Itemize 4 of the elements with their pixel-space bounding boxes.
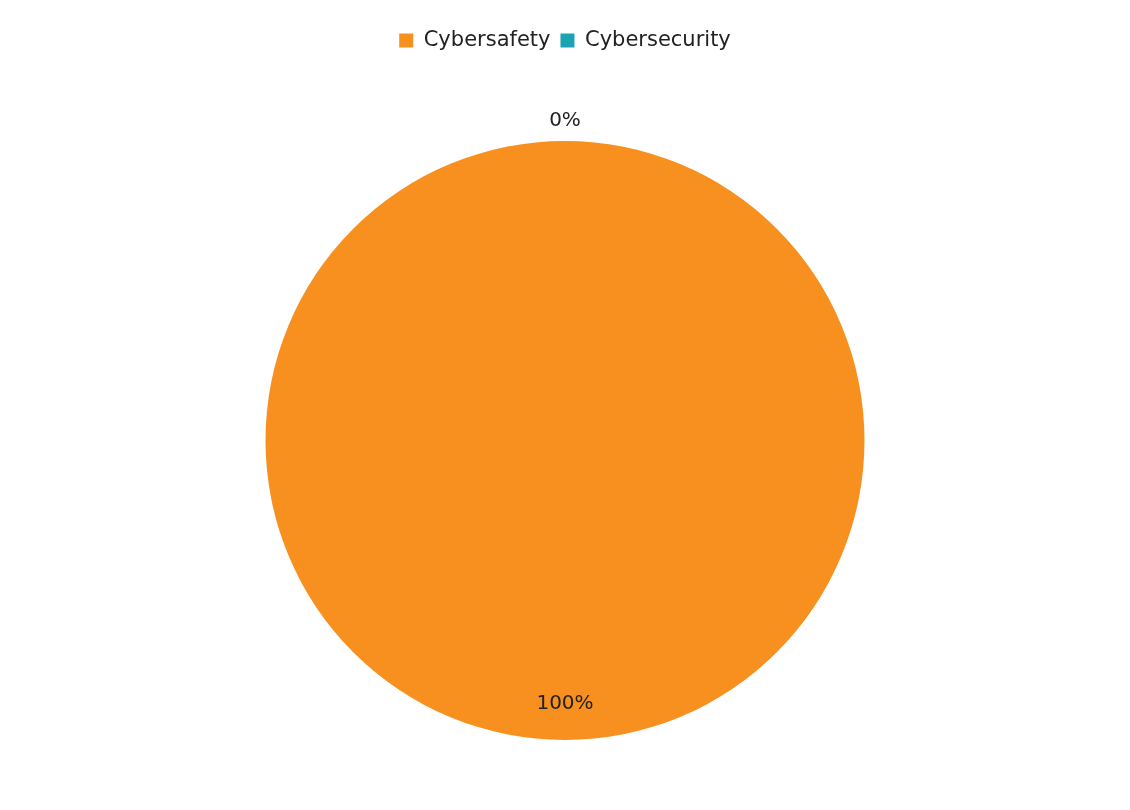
text: 0% <box>549 107 581 132</box>
data-label: 100% <box>536 690 594 715</box>
legend-label: Cybersecurity <box>584 26 731 51</box>
legend-label: Cybersafety <box>423 26 551 51</box>
